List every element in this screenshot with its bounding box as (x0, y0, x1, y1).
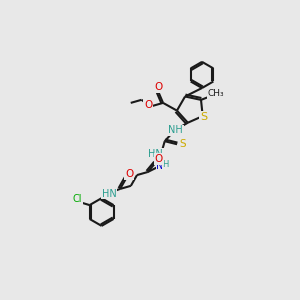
Text: O: O (144, 100, 153, 110)
Text: NH: NH (168, 125, 183, 135)
Text: O: O (125, 169, 134, 179)
Text: CH₃: CH₃ (207, 89, 224, 98)
Text: S: S (179, 139, 186, 149)
Text: N: N (156, 161, 164, 171)
Text: O: O (154, 154, 163, 164)
Text: Cl: Cl (73, 194, 82, 204)
Text: H: H (162, 160, 169, 169)
Text: HN: HN (102, 188, 117, 199)
Text: O: O (154, 82, 163, 92)
Text: HN: HN (148, 148, 163, 158)
Text: S: S (200, 112, 207, 122)
